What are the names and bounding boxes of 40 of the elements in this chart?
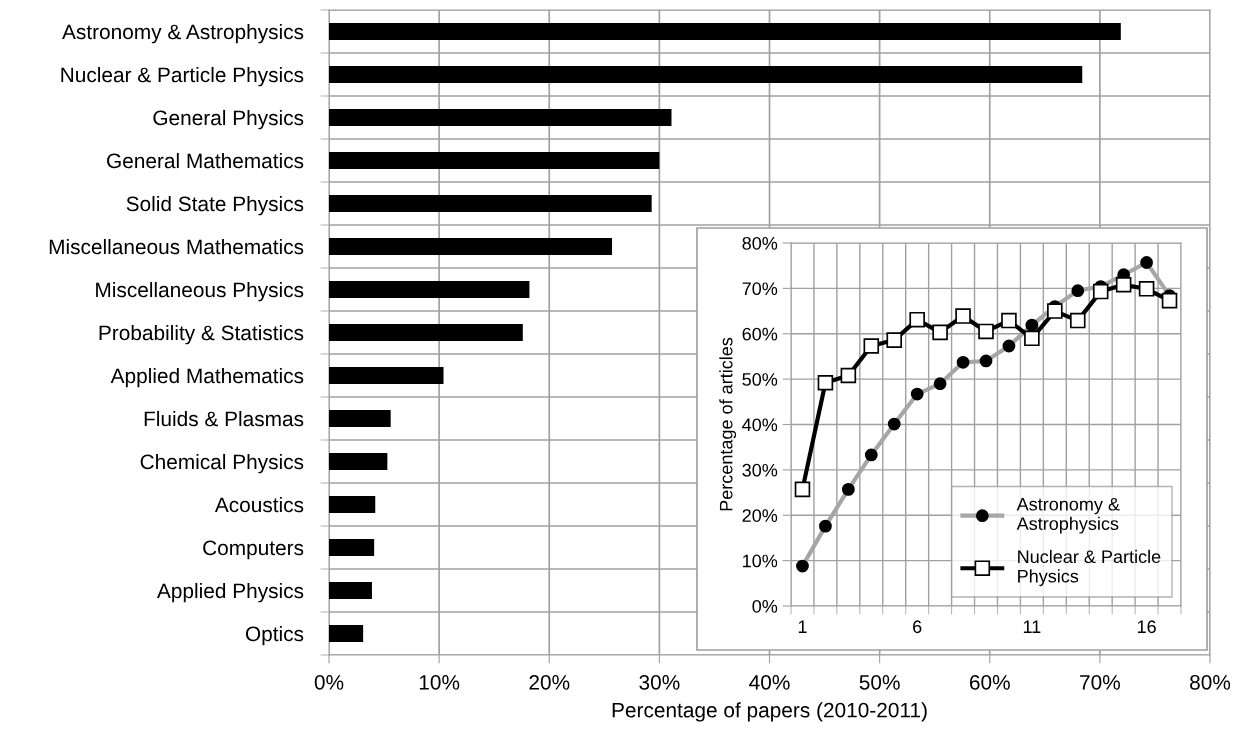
x-tick-label: 1 [798, 620, 807, 633]
y-tick-label: General Physics [153, 109, 304, 130]
x-tick-label: 11 [1023, 620, 1041, 633]
y-tick-label: Miscellaneous Mathematics [49, 238, 304, 255]
y-tick-label: Applied Mathematics [110, 367, 304, 388]
x-tick-label: 50% [859, 674, 900, 690]
x-tick-label: 60% [969, 674, 1010, 690]
y-tick-label: Astronomy & Astrophysics [62, 23, 304, 44]
x-tick-label: 16 [1137, 620, 1156, 634]
y-tick-label: Chemical Physics [140, 453, 304, 474]
y-tick-label: 50% [742, 373, 778, 386]
y-tick-label: 70% [742, 282, 778, 296]
y-tick-label: 40% [742, 418, 778, 432]
x-tick-label: 30% [639, 674, 680, 690]
y-tick-label: Miscellaneous Physics [96, 281, 304, 302]
y-tick-label: Fluids & Plasmas [144, 410, 304, 427]
y-tick-label: Probability & Statistics [99, 324, 304, 345]
y-tick-label: 10% [743, 554, 778, 568]
y-tick-label: Solid State Physics [126, 195, 304, 216]
y-tick-label: Optics [245, 625, 304, 646]
y-tick-label: Acoustics [214, 496, 304, 513]
legend-label: Astronomy & Astrophysics [1016, 497, 1120, 534]
x-tick-label: 10% [419, 674, 460, 690]
y-tick-label: General Mathematics [107, 152, 304, 169]
y-tick-label: Computers [203, 540, 304, 560]
legend-label: Nuclear & Particle Physics [1018, 549, 1161, 587]
y-tick-label: 30% [742, 463, 778, 477]
x-tick-label: 6 [913, 620, 922, 634]
x-tick-label: 80% [1190, 674, 1231, 690]
y-tick-label: 0% [752, 599, 778, 613]
y-tick-label: Applied Physics [156, 582, 304, 603]
x-tick-label: 20% [529, 674, 570, 690]
y-tick-label: 80% [742, 236, 778, 250]
y-tick-label: Nuclear & Particle Physics [61, 66, 304, 87]
y-axis-title: Percentage of articles [719, 337, 737, 511]
x-tick-label: 0% [314, 674, 344, 690]
x-tick-label: 70% [1080, 674, 1120, 690]
y-tick-label: 20% [742, 509, 778, 522]
y-tick-label: 60% [742, 327, 778, 341]
x-axis-title: Percentage of papers (2010-2011) [612, 702, 927, 722]
